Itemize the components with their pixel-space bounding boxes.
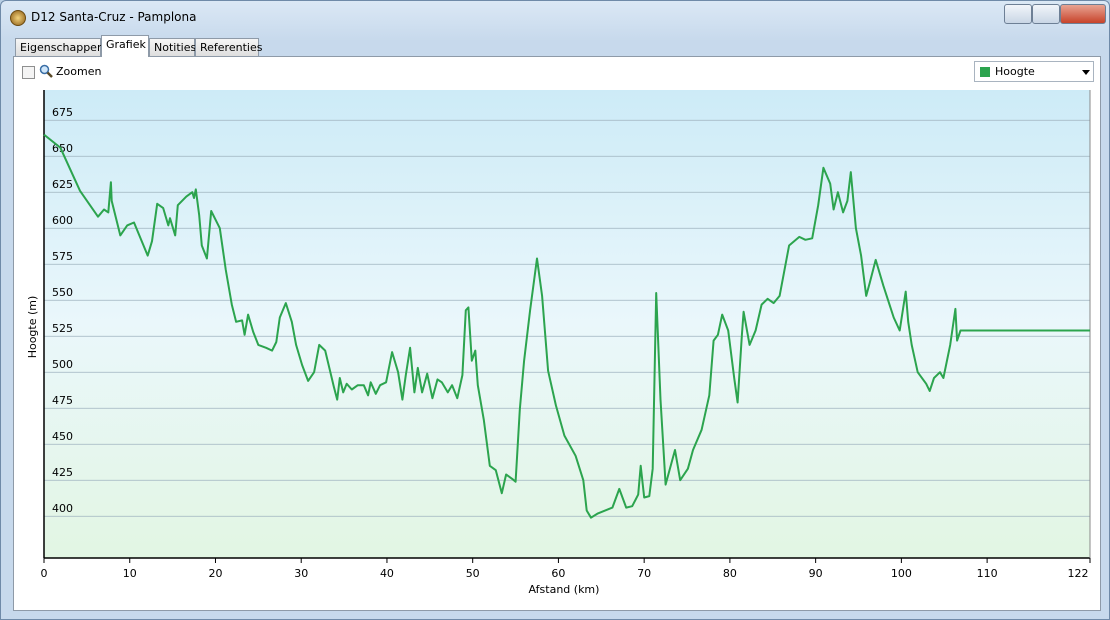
zoom-icon <box>39 64 53 78</box>
legend-swatch <box>980 67 990 77</box>
window-title: D12 Santa-Cruz - Pamplona <box>31 10 197 24</box>
dropdown-arrow <box>1082 70 1090 75</box>
tab-selected[interactable]: Grafiek <box>101 35 149 57</box>
app-icon <box>10 10 26 26</box>
tab[interactable]: Referenties <box>195 38 262 56</box>
series-dropdown[interactable]: Hoogte <box>974 61 1094 82</box>
zoom-checkbox[interactable] <box>22 66 35 79</box>
tab[interactable]: Notities <box>149 38 196 56</box>
close-button[interactable] <box>1060 4 1106 24</box>
tab-panel <box>13 56 1101 611</box>
zoom-label: Zoomen <box>56 65 102 78</box>
tab[interactable]: Eigenschappen <box>15 38 104 56</box>
minimize-button[interactable] <box>1004 4 1032 24</box>
legend-label: Hoogte <box>995 65 1035 78</box>
maximize-button[interactable] <box>1032 4 1060 24</box>
